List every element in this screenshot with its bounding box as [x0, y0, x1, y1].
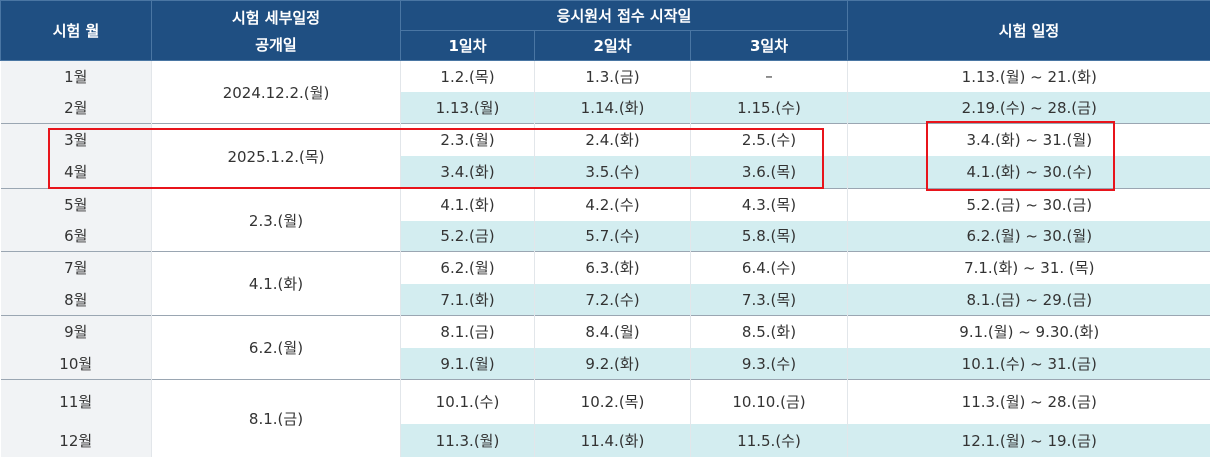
- day1-cell: 4.1.(화): [400, 188, 535, 221]
- exam-month-cell: 2월: [0, 91, 152, 124]
- day3-cell: 4.3.(목): [690, 188, 848, 221]
- header-exam-schedule: 시험 일정: [847, 0, 1210, 61]
- day3-cell: 6.4.(수): [690, 251, 848, 284]
- day3-cell: 9.3.(수): [690, 347, 848, 380]
- exam-period-cell: 8.1.(금) ~ 29.(금): [847, 283, 1210, 316]
- header-detail-line2: 공개일: [255, 35, 297, 54]
- exam-period-cell: 11.3.(월) ~ 28.(금): [847, 379, 1210, 424]
- day3-cell: 7.3.(목): [690, 283, 848, 316]
- exam-period-cell: 10.1.(수) ~ 31.(금): [847, 347, 1210, 380]
- table-row: 6월 5.2.(금) 5.7.(수) 5.8.(목) 6.2.(월) ~ 30.(월): [0, 220, 1210, 252]
- exam-month-cell: 9월: [0, 315, 152, 348]
- day3-cell: 11.5.(수): [690, 423, 848, 457]
- table-row: 10월 9.1.(월) 9.2.(화) 9.3.(수) 10.1.(수) ~ 31.(금…: [0, 347, 1210, 380]
- day2-cell: 8.4.(월): [534, 315, 691, 348]
- day2-cell: 6.3.(화): [534, 251, 691, 284]
- day2-cell: 5.7.(수): [534, 220, 691, 252]
- release-date-cell: 2.3.(월): [151, 188, 401, 252]
- exam-month-cell: 11월: [0, 379, 152, 424]
- day1-cell: 10.1.(수): [400, 379, 535, 424]
- day2-cell: 9.2.(화): [534, 347, 691, 380]
- header-application-start: 응시원서 접수 시작일: [400, 0, 848, 31]
- day1-cell: 9.1.(월): [400, 347, 535, 380]
- day1-cell: 11.3.(월): [400, 423, 535, 457]
- day3-cell: 2.5.(수): [690, 123, 848, 156]
- table-row: 8월 7.1.(화) 7.2.(수) 7.3.(목) 8.1.(금) ~ 29.(금): [0, 283, 1210, 316]
- exam-month-cell: 8월: [0, 283, 152, 316]
- exam-month-cell: 5월: [0, 188, 152, 221]
- exam-month-cell: 4월: [0, 155, 152, 189]
- release-date-cell: 2024.12.2.(월): [151, 60, 401, 124]
- day3-cell: 1.15.(수): [690, 91, 848, 124]
- release-date-cell: 6.2.(월): [151, 315, 401, 380]
- table-row: 4월 3.4.(화) 3.5.(수) 3.6.(목) 4.1.(화) ~ 30.(수): [0, 155, 1210, 189]
- day2-cell: 1.3.(금): [534, 60, 691, 92]
- day1-cell: 1.2.(목): [400, 60, 535, 92]
- exam-month-cell: 1월: [0, 60, 152, 92]
- header-day2: 2일차: [534, 30, 691, 61]
- day2-cell: 11.4.(화): [534, 423, 691, 457]
- table-row: 1월 2024.12.2.(월) 1.2.(목) 1.3.(금) –1.13.(월) ~…: [0, 60, 1210, 124]
- header-day1: 1일차: [400, 30, 535, 61]
- day2-cell: 1.14.(화): [534, 91, 691, 124]
- table-row: 7월 4.1.(화) 6.2.(월) 6.3.(화) 6.4.(수) 7.1.(화) ~ …: [0, 251, 1210, 316]
- day3-cell: –: [690, 60, 848, 92]
- table-row: 12월 11.3.(월) 11.4.(화) 11.5.(수) 12.1.(월) ~ 19…: [0, 423, 1210, 457]
- exam-month-cell: 3월: [0, 123, 152, 156]
- exam-month-cell: 7월: [0, 251, 152, 284]
- day3-cell: 5.8.(목): [690, 220, 848, 252]
- day1-cell: 5.2.(금): [400, 220, 535, 252]
- exam-period-cell: 6.2.(월) ~ 30.(월): [847, 220, 1210, 252]
- exam-month-cell: 12월: [0, 423, 152, 457]
- table-row: 11월 8.1.(금) 10.1.(수) 10.2.(목) 10.10.(금) 11.3.…: [0, 379, 1210, 457]
- header-detail-line1: 시험 세부일정: [231, 8, 321, 27]
- exam-period-cell: 5.2.(금) ~ 30.(금): [847, 188, 1210, 221]
- exam-period-cell: 2.19.(수) ~ 28.(금): [847, 91, 1210, 124]
- schedule-body: 1월 2024.12.2.(월) 1.2.(목) 1.3.(금) –1.13.(월) ~…: [0, 60, 1210, 457]
- day2-cell: 4.2.(수): [534, 188, 691, 221]
- table-row: 2월 1.13.(월) 1.14.(화) 1.15.(수) 2.19.(수) ~ 28.…: [0, 91, 1210, 124]
- table-row: 3월 2025.1.2.(목) 2.3.(월) 2.4.(화) 2.5.(수) 3.4.(…: [0, 123, 1210, 189]
- day1-cell: 1.13.(월): [400, 91, 535, 124]
- day1-cell: 6.2.(월): [400, 251, 535, 284]
- day3-cell: 8.5.(화): [690, 315, 848, 348]
- day2-cell: 3.5.(수): [534, 155, 691, 189]
- table-row: 5월 2.3.(월) 4.1.(화) 4.2.(수) 4.3.(목) 5.2.(금) ~ …: [0, 188, 1210, 252]
- release-date-cell: 4.1.(화): [151, 251, 401, 316]
- header-detail-release: 시험 세부일정 공개일: [151, 0, 401, 61]
- day2-cell: 10.2.(목): [534, 379, 691, 424]
- day2-cell: 7.2.(수): [534, 283, 691, 316]
- exam-period-cell: 12.1.(월) ~ 19.(금): [847, 423, 1210, 457]
- exam-period-cell: 3.4.(화) ~ 31.(월): [847, 123, 1210, 156]
- day3-cell: 10.10.(금): [690, 379, 848, 424]
- release-date-cell: 8.1.(금): [151, 379, 401, 457]
- release-date-cell: 2025.1.2.(목): [151, 123, 401, 189]
- day3-cell: 3.6.(목): [690, 155, 848, 189]
- exam-period-cell: 9.1.(월) ~ 9.30.(화): [847, 315, 1210, 348]
- header-exam-month: 시험 월: [0, 0, 152, 61]
- exam-period-cell: 4.1.(화) ~ 30.(수): [847, 155, 1210, 189]
- exam-period-cell: 7.1.(화) ~ 31. (목): [847, 251, 1210, 284]
- exam-month-cell: 6월: [0, 220, 152, 252]
- exam-period-cell: 1.13.(월) ~ 21.(화): [847, 60, 1210, 92]
- day1-cell: 7.1.(화): [400, 283, 535, 316]
- header-day3: 3일차: [690, 30, 848, 61]
- day1-cell: 8.1.(금): [400, 315, 535, 348]
- day1-cell: 2.3.(월): [400, 123, 535, 156]
- exam-month-cell: 10월: [0, 347, 152, 380]
- table-row: 9월 6.2.(월) 8.1.(금) 8.4.(월) 8.5.(화) 9.1.(월) ~ …: [0, 315, 1210, 380]
- day1-cell: 3.4.(화): [400, 155, 535, 189]
- day2-cell: 2.4.(화): [534, 123, 691, 156]
